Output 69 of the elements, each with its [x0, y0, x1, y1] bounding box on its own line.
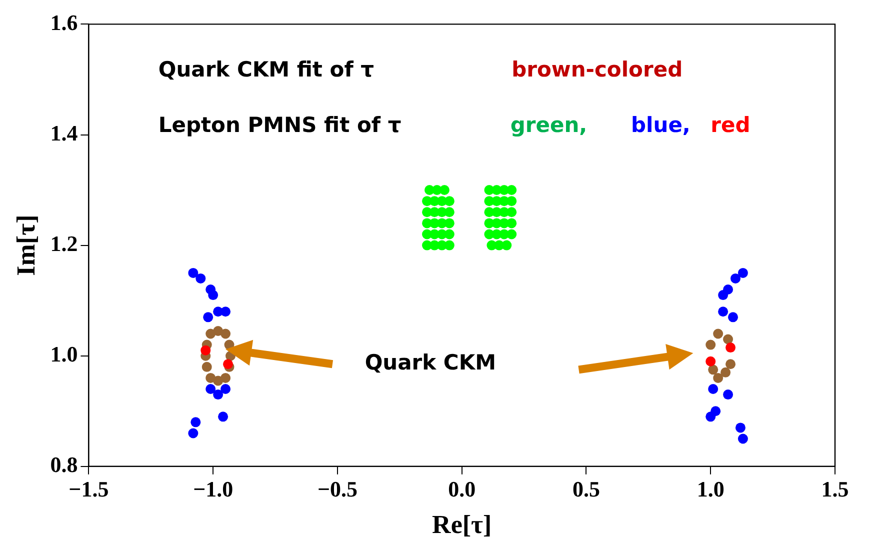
y-tick-label: 1.0 [50, 342, 78, 367]
x-tick-label: 1.0 [696, 476, 724, 502]
annotation: Lepton PMNS fit of τ [158, 112, 402, 137]
x-axis-title: Re[τ] [432, 510, 492, 540]
point [223, 359, 234, 370]
point [730, 273, 740, 284]
point [706, 356, 716, 366]
point [723, 390, 734, 400]
annotation: Quark CKM fit of τ [158, 58, 374, 82]
point [506, 218, 517, 228]
point [444, 240, 454, 250]
point [220, 384, 231, 394]
annotation: brown-colored [512, 58, 683, 82]
point [735, 422, 746, 433]
point [708, 384, 718, 394]
y-tick-label: 1.4 [50, 120, 78, 146]
point [203, 312, 214, 322]
point [726, 359, 736, 370]
point [506, 207, 517, 218]
x-tick-label: 1.5 [821, 476, 849, 502]
point [708, 364, 718, 375]
point [723, 334, 734, 344]
y-tick-label: 0.8 [50, 452, 78, 478]
point [206, 372, 216, 383]
annotation: green, [510, 112, 588, 137]
point [718, 306, 728, 317]
point [206, 328, 216, 339]
point [728, 312, 738, 322]
point [200, 345, 211, 356]
annotation: blue, [631, 112, 690, 137]
point [706, 340, 716, 350]
y-tick-label: 1.6 [50, 10, 78, 35]
annotation: red [710, 112, 750, 137]
y-tick-label: 1.2 [50, 230, 78, 256]
x-tick-label: −1.5 [68, 476, 109, 502]
point [206, 384, 216, 394]
annotation: Quark CKM [364, 350, 496, 375]
point [190, 417, 201, 428]
point [720, 367, 731, 378]
point [213, 390, 224, 400]
point [444, 207, 454, 218]
point [202, 362, 212, 372]
point [506, 196, 517, 206]
point [706, 412, 716, 422]
point [718, 290, 728, 300]
point [713, 328, 724, 339]
x-tick-label: 0.0 [448, 476, 476, 502]
point [444, 218, 454, 228]
x-tick-label: 0.5 [572, 476, 600, 502]
point [196, 273, 206, 284]
point [220, 306, 231, 317]
x-tick-label: −1.0 [193, 476, 234, 502]
x-tick-label: −0.5 [317, 476, 358, 502]
point [444, 196, 454, 206]
point [188, 428, 198, 438]
point [506, 185, 517, 196]
point [444, 229, 454, 240]
point [506, 229, 517, 240]
point [220, 328, 231, 339]
point [726, 342, 736, 353]
point [439, 185, 450, 196]
point [738, 434, 748, 444]
point [713, 372, 724, 383]
point [218, 412, 228, 422]
point [502, 240, 512, 250]
point [738, 268, 748, 278]
point [208, 290, 218, 300]
y-axis-title: Im[τ] [11, 214, 40, 276]
point [188, 268, 198, 278]
